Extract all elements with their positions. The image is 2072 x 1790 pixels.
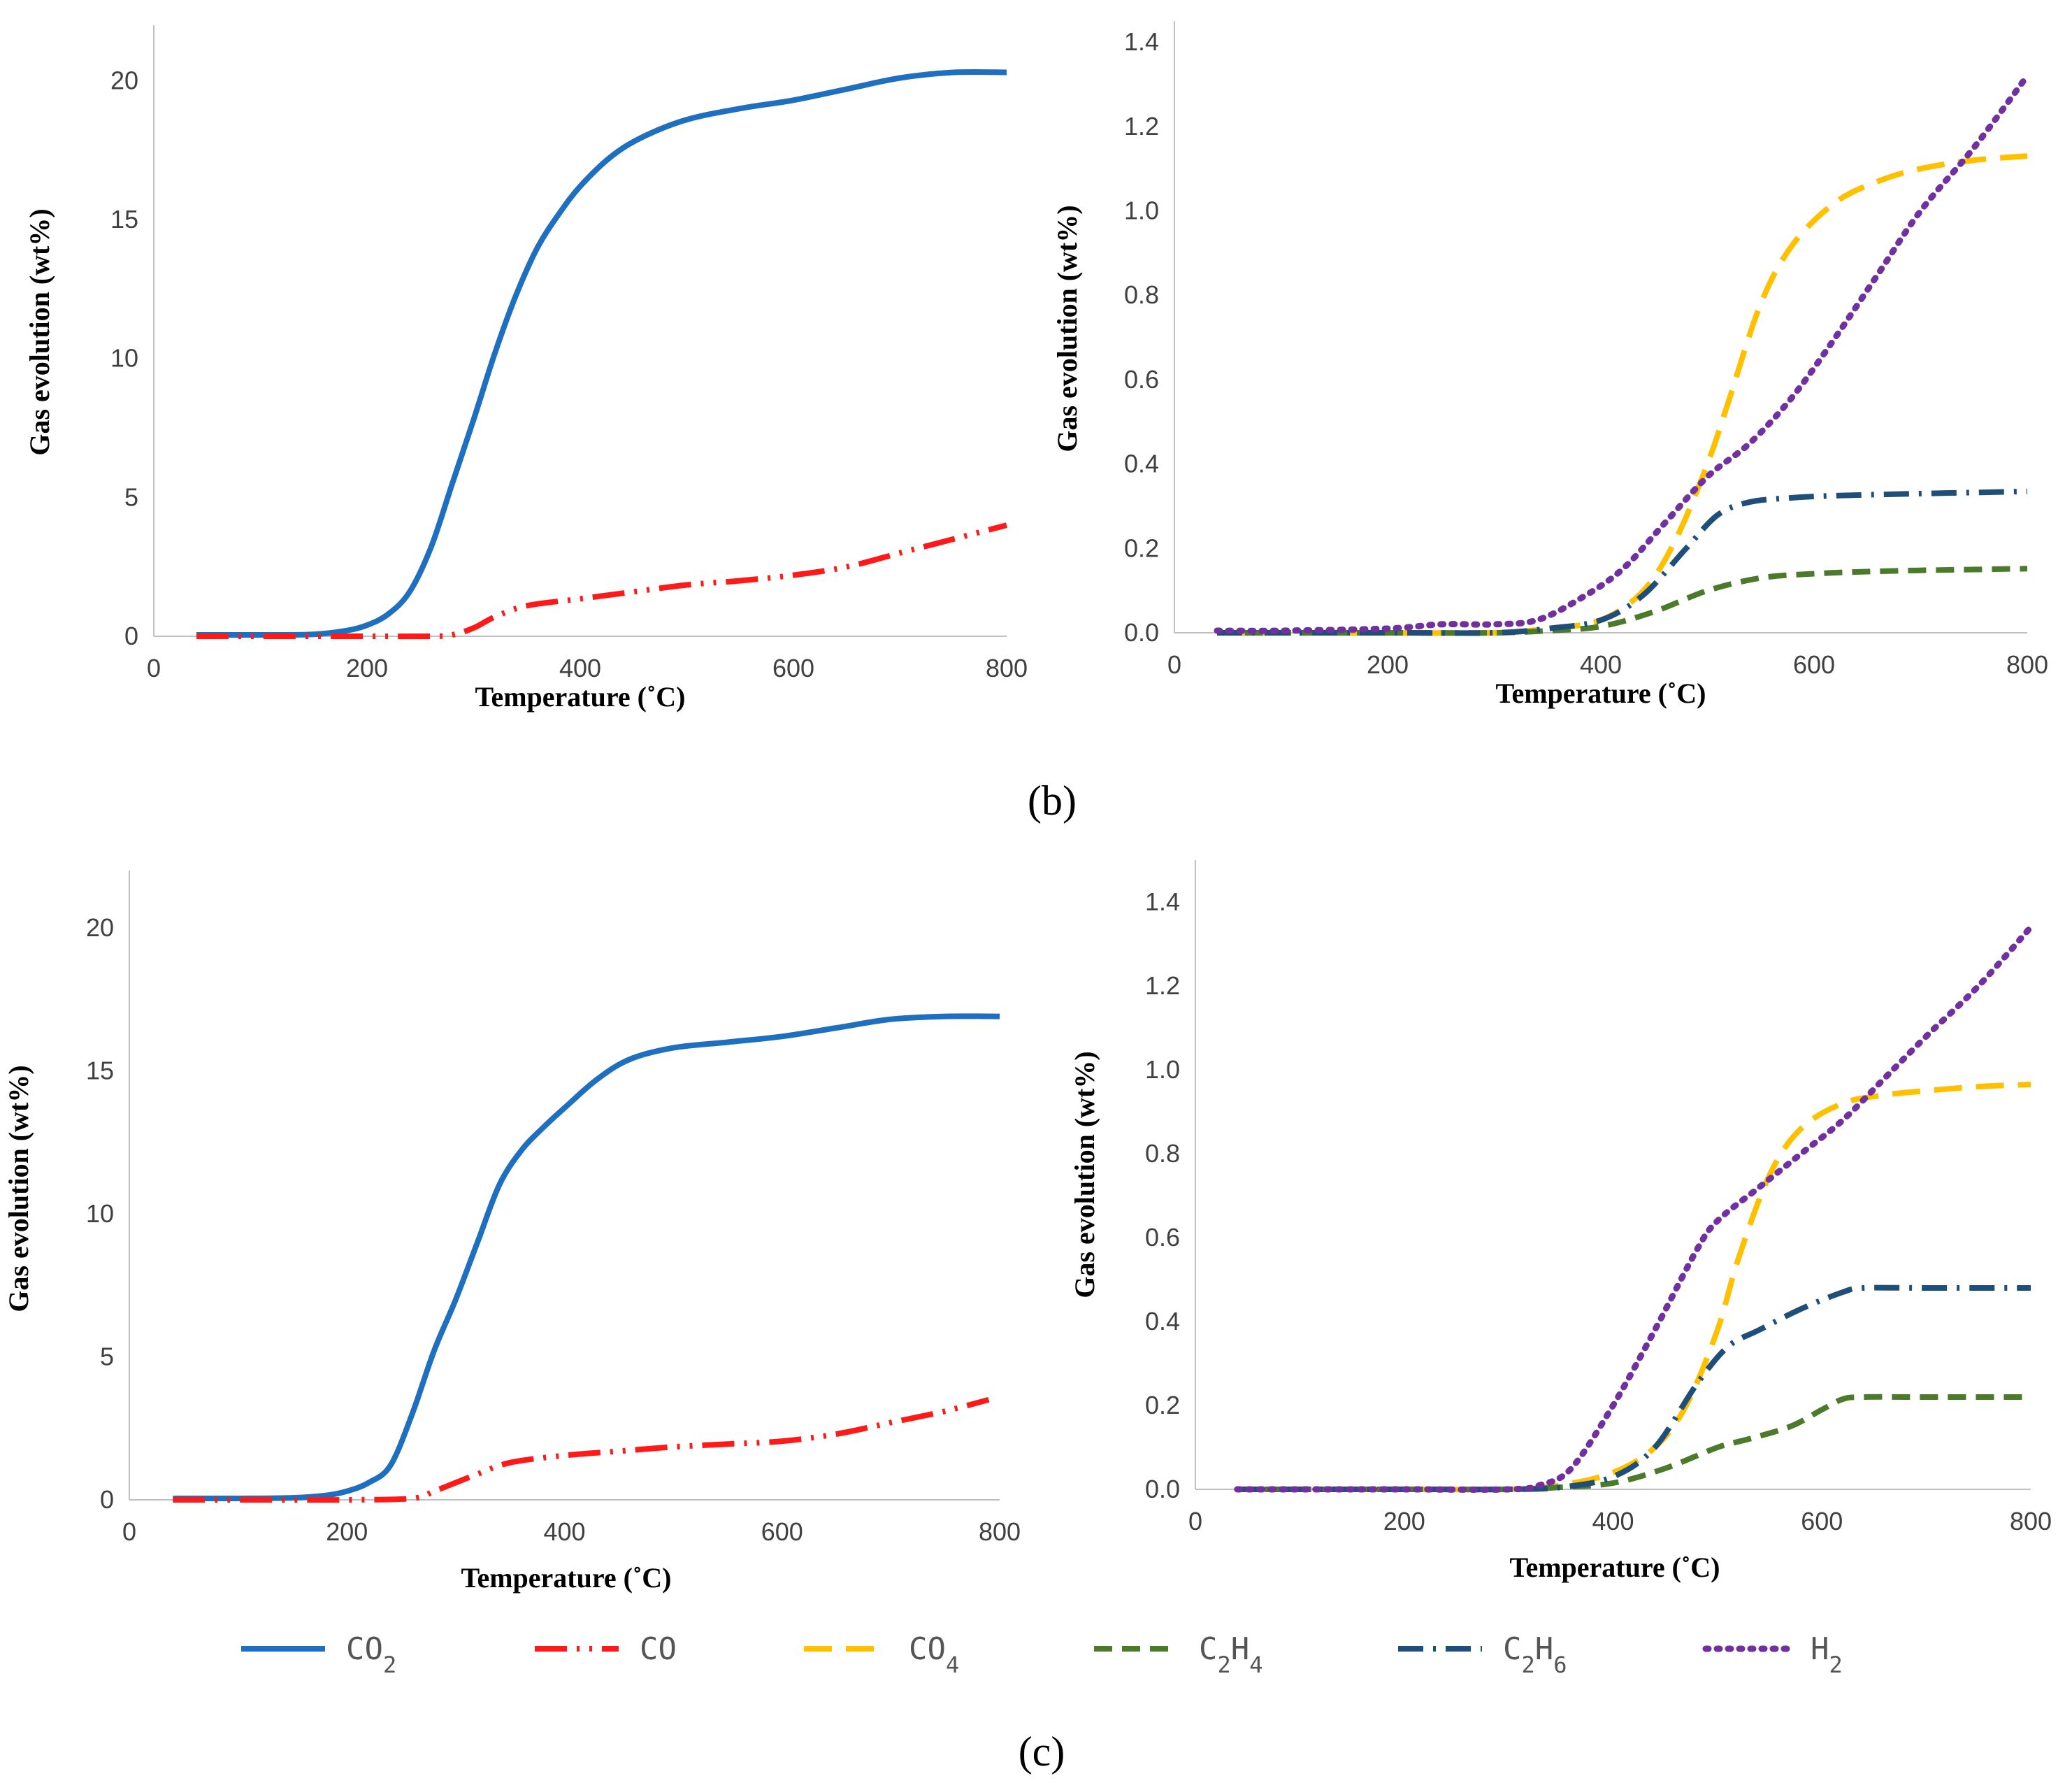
y-tick-label: 0 (124, 622, 138, 650)
legend-label: CO2 (346, 1631, 396, 1678)
legend-label: CO (640, 1631, 677, 1667)
x-tick-label: 600 (761, 1517, 803, 1546)
series-line-co (173, 1396, 990, 1503)
x-tick-label: 800 (2010, 1507, 2052, 1535)
x-tick-label: 600 (1793, 650, 1835, 679)
y-tick-label: 0.8 (1145, 1139, 1180, 1168)
x-tick-label: 200 (346, 654, 388, 682)
series-line-co4 (1217, 153, 2028, 636)
x-tick-label: 0 (1167, 650, 1181, 679)
x-tick-label: 600 (772, 654, 814, 682)
x-tick-label: 800 (2006, 650, 2048, 679)
chart-c_left: 0 200 400 600 800 0 5 10 15 20 Temperature (˚C) Gas… (3, 871, 1021, 1594)
chart-b_right: 0 200 400 600 800 0.0 0.2 0.4 0.6 0.8 1.0 1.2 1.4 Tem… (1051, 21, 2048, 709)
series-line-co2 (173, 1013, 1000, 1502)
y-tick-label: 0.4 (1124, 450, 1159, 478)
y-axis-title: Gas evolution (wt%) (24, 208, 55, 455)
y-axis-title: Gas evolution (wt%) (3, 1065, 34, 1312)
y-tick-label: 1.0 (1145, 1055, 1180, 1084)
series-line-co2 (196, 69, 1007, 638)
x-tick-label: 400 (543, 1517, 585, 1546)
series-line-c2h6 (1237, 1284, 2031, 1493)
y-tick-label: 1.2 (1124, 112, 1159, 141)
legend-label: CO4 (909, 1631, 959, 1678)
y-tick-label: 15 (110, 205, 138, 234)
legend-label: C2H6 (1503, 1631, 1567, 1678)
x-axis-title: Temperature (˚C) (1509, 1552, 1720, 1583)
y-tick-label: 0 (100, 1485, 114, 1514)
legend-item-co: CO (535, 1631, 677, 1667)
y-tick-label: 0.0 (1124, 618, 1159, 647)
y-tick-label: 1.4 (1124, 27, 1159, 56)
x-tick-label: 0 (147, 654, 161, 682)
x-tick-label: 0 (122, 1517, 136, 1546)
x-tick-label: 400 (1592, 1507, 1634, 1535)
series-line-h2 (1234, 924, 2034, 1493)
y-tick-label: 0.2 (1145, 1391, 1180, 1419)
series-line-c2h4 (1237, 1394, 2031, 1493)
y-tick-label: 10 (110, 344, 138, 373)
y-tick-label: 0.6 (1124, 365, 1159, 394)
chart-c_right: 0 200 400 600 800 0.0 0.2 0.4 0.6 0.8 1.0 1.2 1.4 Tem… (1069, 860, 2052, 1583)
y-tick-label: 0.4 (1145, 1307, 1180, 1336)
y-tick-label: 0.2 (1124, 534, 1159, 562)
x-tick-label: 800 (979, 1517, 1021, 1546)
y-tick-label: 20 (86, 913, 114, 942)
y-tick-label: 5 (124, 482, 138, 511)
series-line-co (196, 522, 1008, 640)
x-axis-title: Temperature (˚C) (1495, 678, 1706, 709)
x-tick-label: 400 (559, 654, 601, 682)
x-axis-title: Temperature (˚C) (461, 1562, 671, 1594)
x-tick-label: 800 (986, 654, 1028, 682)
x-tick-label: 0 (1188, 1507, 1202, 1535)
y-axis-title: Gas evolution (wt%) (1069, 1051, 1100, 1298)
series-line-c2h6 (1217, 488, 2028, 636)
x-tick-label: 600 (1801, 1507, 1843, 1535)
y-tick-label: 10 (86, 1199, 114, 1228)
y-tick-label: 1.2 (1145, 971, 1180, 1000)
series-line-c2h4 (1217, 566, 2028, 636)
x-tick-label: 400 (1580, 650, 1622, 679)
y-tick-label: 0.8 (1124, 280, 1159, 309)
x-tick-label: 200 (326, 1517, 368, 1546)
y-tick-label: 5 (100, 1342, 114, 1370)
y-tick-label: 15 (86, 1056, 114, 1084)
panel-label-c: (c) (1019, 1728, 1065, 1775)
x-tick-label: 200 (1383, 1507, 1425, 1535)
y-tick-label: 0.0 (1145, 1475, 1180, 1503)
legend-label: C2H4 (1199, 1631, 1263, 1678)
panel-label-b: (b) (1028, 778, 1077, 824)
series-line-h2 (1214, 72, 2031, 634)
y-tick-label: 0.6 (1145, 1223, 1180, 1252)
x-tick-label: 200 (1367, 650, 1409, 679)
legend: CO2 CO CO4 C2H4 C2H6 H2 (241, 1631, 1843, 1678)
y-tick-label: 1.4 (1145, 887, 1180, 916)
y-tick-label: 1.0 (1124, 196, 1159, 225)
legend-item-c2h6: C2H6 (1398, 1631, 1567, 1678)
legend-item-co4: CO4 (804, 1631, 959, 1678)
legend-label: H2 (1811, 1631, 1843, 1678)
legend-item-h2: H2 (1702, 1631, 1843, 1678)
x-axis-title: Temperature (˚C) (475, 681, 685, 713)
y-axis-title: Gas evolution (wt%) (1051, 205, 1083, 452)
y-tick-label: 20 (110, 66, 138, 94)
chart-b_left: 0 200 400 600 800 0 5 10 15 20 Temperature (˚C) Gas… (24, 25, 1028, 713)
legend-item-c2h4: C2H4 (1094, 1631, 1263, 1678)
legend-item-co2: CO2 (241, 1631, 396, 1678)
